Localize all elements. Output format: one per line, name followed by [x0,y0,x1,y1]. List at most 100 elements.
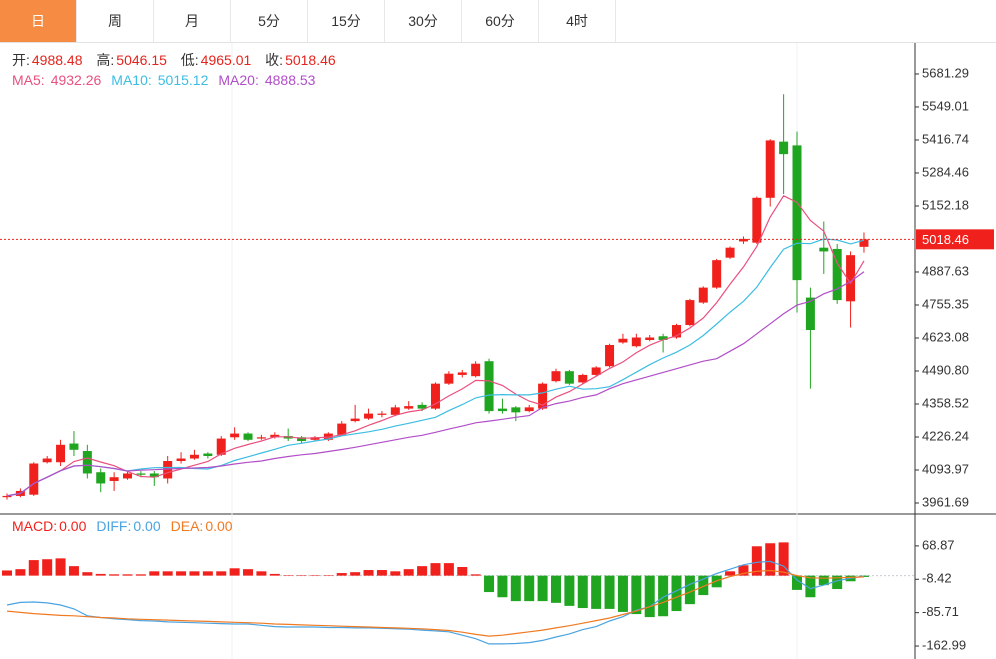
macd-bar [644,575,655,618]
candle-body [29,463,39,495]
macd-bar [832,575,843,590]
label: 收: [265,52,284,68]
period-tabs: 日周月 5分 15分 30分 60分 4时 [0,0,996,43]
macd-bar [336,573,347,576]
ma-value: 4932.26 [50,72,102,88]
candle-body [752,197,762,243]
ohlc-legend: 开: 4988.48 高: 5046.15 低: 4965.01 收: 5018.46 [12,50,346,70]
ma-value: 4888.53 [264,72,316,88]
macd-bar [256,571,267,576]
candle-body [337,423,347,435]
macd-bar [604,575,615,609]
macd-bar [243,569,254,576]
macd-bar [176,571,187,576]
value: 5018.46 [285,52,336,68]
macd-bar [28,560,39,576]
candle-body [524,407,534,412]
macd-bar [122,574,133,576]
macd-line [6,560,865,645]
macd-bar [283,575,294,576]
period-tab[interactable]: 60分 [462,0,539,42]
candle-body [163,461,173,479]
macd-bar [805,575,816,598]
macd-bar [376,570,387,576]
y-tick-label: 4623.08 [922,329,969,344]
macd-bar [550,575,561,603]
candle-body [176,458,186,462]
y-tick-label: 3961.69 [922,494,969,509]
candle-body [551,371,561,382]
ma-name: MA10: [111,72,152,88]
macd-bar [751,546,762,576]
macd-bar [591,575,602,609]
candle-body [564,371,574,384]
candle-body [364,413,374,419]
period-tab[interactable]: 15分 [308,0,385,42]
macd-bar [42,559,53,576]
candle-body [444,373,454,384]
candle-body [96,472,106,484]
candle-body [189,454,199,459]
y-tick-label: 4226.24 [922,428,969,443]
macd-bar [149,571,160,576]
indicator-name: DEA: [170,518,204,534]
candle-body [765,140,775,198]
y-tick-label: 4093.97 [922,461,969,476]
macd-bar [269,573,280,576]
candle-body [832,248,842,301]
candle-body [712,260,722,288]
macd-bar [430,563,441,576]
candle-body [417,404,427,409]
label: 低: [180,52,199,68]
ma-name: MA5: [12,72,45,88]
label: 高: [96,52,115,68]
macd-bar [296,575,307,576]
candle-body [270,434,280,438]
indicator-value: 0.00 [59,518,87,534]
candle-body [310,437,320,440]
label: 开: [12,52,30,68]
macd-legend: MACD: 0.00 DIFF: 0.00 DEA: 0.00 [12,518,243,534]
macd-bar [510,575,521,602]
value: 4988.48 [31,52,83,68]
macd-bar [82,572,93,576]
candle-body [846,255,856,302]
candle-body [149,473,159,478]
period-tab[interactable]: 月 [154,0,231,42]
macd-bar [68,566,79,576]
candle-body [792,145,802,281]
macd-bar [617,575,628,612]
macd-bar [792,575,803,590]
period-tab[interactable]: 周 [77,0,154,42]
candle-body [136,473,146,475]
y-tick-label: 68.87 [922,537,955,552]
macd-line [6,569,865,637]
ma-legend: MA5: 4932.26 MA10: 5015.12 MA20: 4888.53 [12,72,325,88]
candle-body [2,495,12,498]
macd-bar [577,575,588,609]
period-tab[interactable]: 5分 [231,0,308,42]
candle-body [297,437,307,442]
period-tab[interactable]: 30分 [385,0,462,42]
last-price-box [916,229,994,250]
candle-body [658,336,668,340]
macd-bar [457,567,468,576]
last-price-label: 5018.46 [922,232,969,247]
period-tab[interactable]: 4时 [539,0,616,42]
candle-body [698,287,708,303]
candle-body [578,374,588,383]
candle-body [350,418,360,422]
macd-bar [189,571,200,576]
y-tick-label: 5416.74 [922,131,969,146]
candle-body [497,408,507,412]
macd-bar [202,571,213,576]
macd-bar [403,569,414,576]
ma-value: 5015.12 [157,72,209,88]
ma-line [6,195,865,497]
y-tick-label: 5284.46 [922,164,969,179]
period-tab[interactable]: 日 [0,0,77,42]
candle-body [779,141,789,155]
candle-body [404,406,414,409]
macd-bar [658,575,669,617]
candle-body [377,413,387,415]
